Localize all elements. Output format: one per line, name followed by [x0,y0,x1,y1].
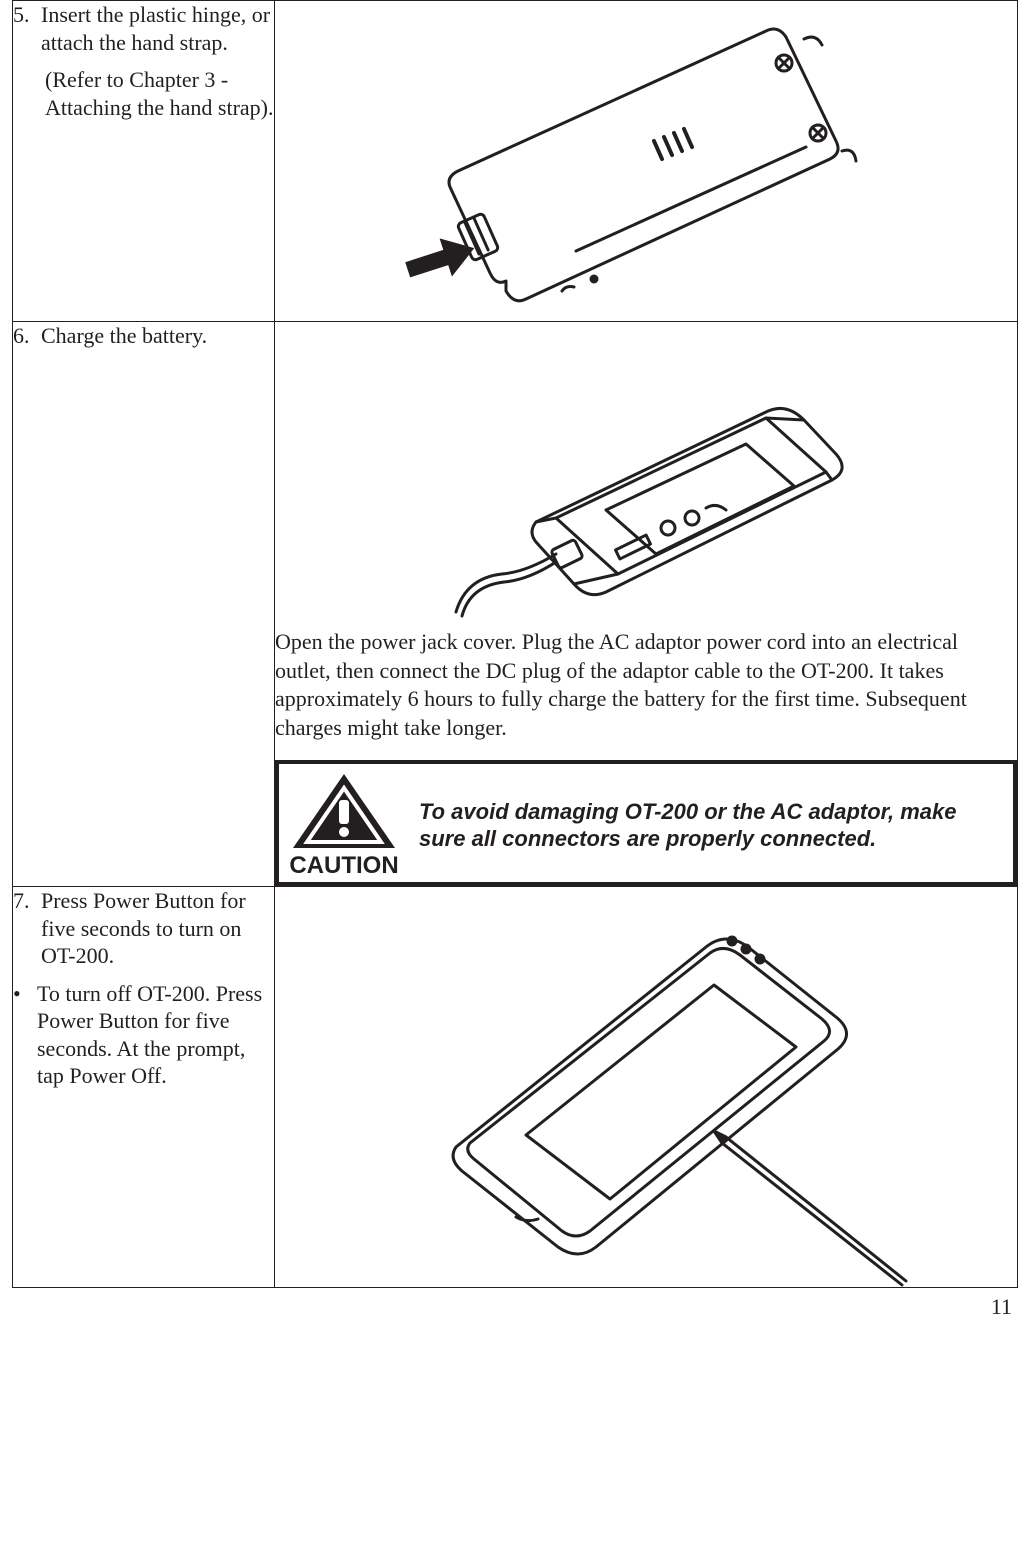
step-cell: 7. Press Power Button for five seconds t… [13,887,275,1288]
manual-page: 5. Insert the plastic hinge, or attach t… [0,0,1030,1320]
step-text: Insert the plastic hinge, or attach the … [41,1,274,56]
caution-label: CAUTION [289,852,398,880]
caution-box: CAUTION To avoid damaging OT-200 or the … [275,760,1017,886]
illustration-cell [275,1,1018,322]
step-cell: 6. Charge the battery. [13,322,275,887]
step-subnote: (Refer to Chapter 3 - Attaching the hand… [45,66,274,121]
illustration-cell: Open the power jack cover. Plug the AC a… [275,322,1018,887]
caution-icon-wrap: CAUTION [289,770,399,880]
caution-text: To avoid damaging OT-200 or the AC adapt… [419,798,999,853]
step-text: Charge the battery. [41,322,274,350]
step-cell: 5. Insert the plastic hinge, or attach t… [13,1,275,322]
table-row: 5. Insert the plastic hinge, or attach t… [13,1,1018,322]
device-front-stylus-icon [366,887,926,1287]
table-row: 6. Charge the battery. [13,322,1018,887]
device-charging-icon [406,322,886,622]
device-back-hinge-icon [386,1,906,321]
caution-triangle-icon [289,770,399,854]
step-number: 5. [13,1,41,56]
table-row: 7. Press Power Button for five seconds t… [13,887,1018,1288]
page-number: 11 [12,1288,1018,1320]
bullet-marker: • [13,980,37,1090]
step-text: Press Power Button for five seconds to t… [41,887,274,970]
step-number: 6. [13,322,41,350]
bullet-text: To turn off OT-200. Press Power Button f… [37,980,274,1090]
illustration-cell [275,887,1018,1288]
step-number: 7. [13,887,41,970]
steps-table: 5. Insert the plastic hinge, or attach t… [12,0,1018,1288]
step-description: Open the power jack cover. Plug the AC a… [275,628,1017,742]
